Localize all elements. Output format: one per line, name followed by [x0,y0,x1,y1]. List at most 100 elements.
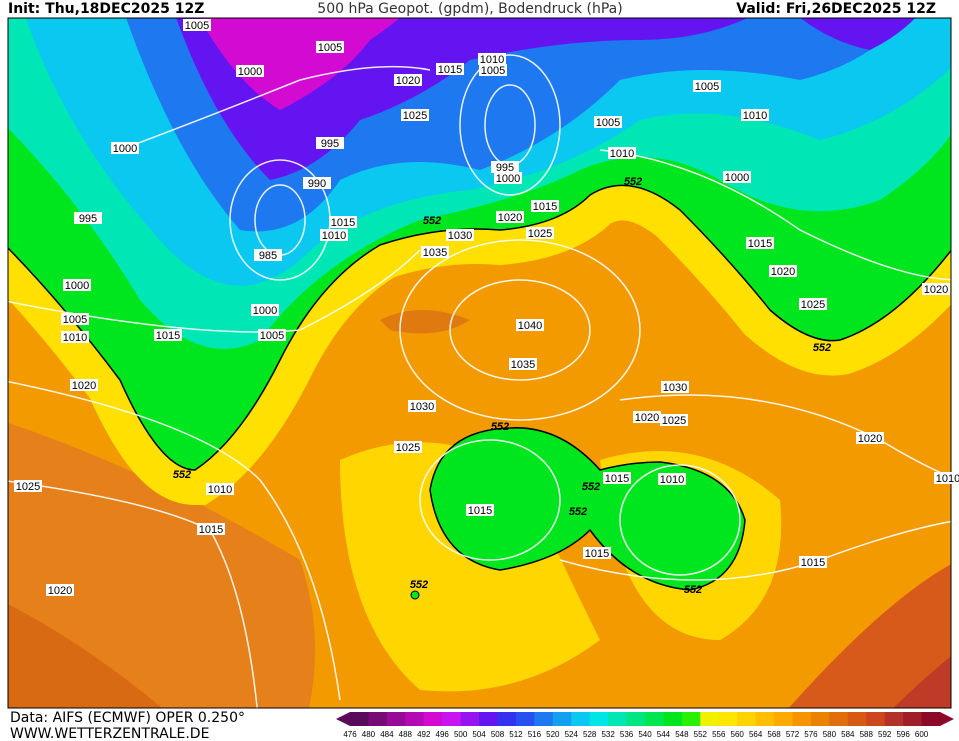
label-box [583,547,611,559]
isobar-label: 1015 [329,216,357,229]
label-box [496,211,524,223]
isobar-value: 1025 [801,299,825,311]
label-box [509,358,537,370]
isobar-value: 1015 [331,217,355,229]
colorbar-swatch [497,712,517,726]
colorbar-label: 596 [896,730,910,739]
isobar-value: 1015 [533,201,557,213]
label-box [922,283,950,295]
label-box [254,249,282,261]
colorbar-swatch [847,712,867,726]
isobar-label: 1020 [394,74,422,87]
isobar-label: 1010 [608,147,636,160]
isobar-value: 1010 [322,230,346,242]
label-box [661,381,689,393]
label-box [183,19,211,31]
isobar-value: 1025 [16,481,40,493]
isobar-value: 990 [308,178,326,190]
isobar-label: 1015 [603,472,631,485]
colorbar-swatch [718,712,738,726]
isobar-label: 1020 [46,584,74,597]
isobar-label: 1025 [799,298,827,311]
isobar-value: 1040 [518,320,542,332]
label-box [633,411,661,423]
colorbar-label: 540 [638,730,652,739]
label-box [494,172,522,184]
isobar-value: 1005 [318,42,342,54]
colorbar-swatch [479,712,498,726]
isobar-value: 1010 [63,332,87,344]
map-title: 500 hPa Geopot. (gpdm), Bodendruck (hPa) [317,1,622,17]
isobar-label: 1030 [446,229,474,242]
isobar-value: 1000 [496,173,520,185]
isobar-value: 1000 [65,280,89,292]
isobar-label: 1010 [320,229,348,242]
colorbar-label: 512 [509,730,523,739]
colorbar-label: 592 [878,730,892,739]
label-box [856,432,884,444]
colorbar-label: 576 [804,730,818,739]
isobar-label: 995 [491,161,519,174]
colorbar-label: 556 [712,730,726,739]
isobar-label: 1005 [183,19,211,32]
isobar-value: 1020 [635,412,659,424]
isobar-value: 1010 [610,148,634,160]
isobar-label: 1010 [741,109,769,122]
isobar-label: 1000 [251,304,279,317]
isobar-value: 1000 [253,305,277,317]
height-contour-label: 552 [423,215,441,227]
isobar-value: 995 [496,162,514,174]
colorbar-label: 568 [767,730,781,739]
isobar-label: 1010 [934,472,959,485]
colorbar-swatch [589,712,609,726]
label-box [421,246,449,258]
isobar-label: 1010 [206,483,234,496]
label-box [603,472,631,484]
isobar-value: 1020 [858,433,882,445]
label-box [466,504,494,516]
isobar-label: 1040 [516,319,544,332]
isobar-value: 1005 [260,330,284,342]
colorbar-label: 504 [472,730,486,739]
label-box [408,400,436,412]
label-box [63,279,91,291]
isobar-value: 1015 [468,505,492,517]
colorbar-label: 480 [362,730,376,739]
isobar-label: 1005 [316,41,344,54]
isobar-value: 985 [259,250,277,262]
isobar-value: 1015 [585,548,609,560]
colorbar-label: 536 [620,730,634,739]
label-box [251,304,279,316]
label-box [303,177,331,189]
colorbar-swatch [737,712,757,726]
isobar-label: 1010 [658,473,686,486]
height-contour-label: 552 [684,584,702,596]
isobar-label: 1030 [408,400,436,413]
colorbar-label: 552 [694,730,708,739]
isobar-value: 1000 [725,172,749,184]
label-box [799,298,827,310]
colorbar-swatch [368,712,388,726]
colorbar-label: 520 [546,730,560,739]
label-box [491,161,519,173]
label-box [46,584,74,596]
colorbar-swatch [792,712,812,726]
colorbar-label: 584 [841,730,855,739]
isobar-value: 1020 [498,212,522,224]
isobar-label: 1020 [496,211,524,224]
isobar-value: 1025 [403,110,427,122]
colorbar-label: 516 [528,730,542,739]
label-box [316,41,344,53]
label-box [799,556,827,568]
isobar-value: 1020 [48,585,72,597]
isobar-value: 1010 [936,473,959,485]
isobar-label: 1025 [394,441,422,454]
isobar-label: 1005 [479,64,507,77]
label-box [61,331,89,343]
colorbar-label: 508 [491,730,505,739]
label-box [436,63,464,75]
label-box [111,142,139,154]
isobar-label: 1025 [660,414,688,427]
isobar-label: 1015 [531,200,559,213]
